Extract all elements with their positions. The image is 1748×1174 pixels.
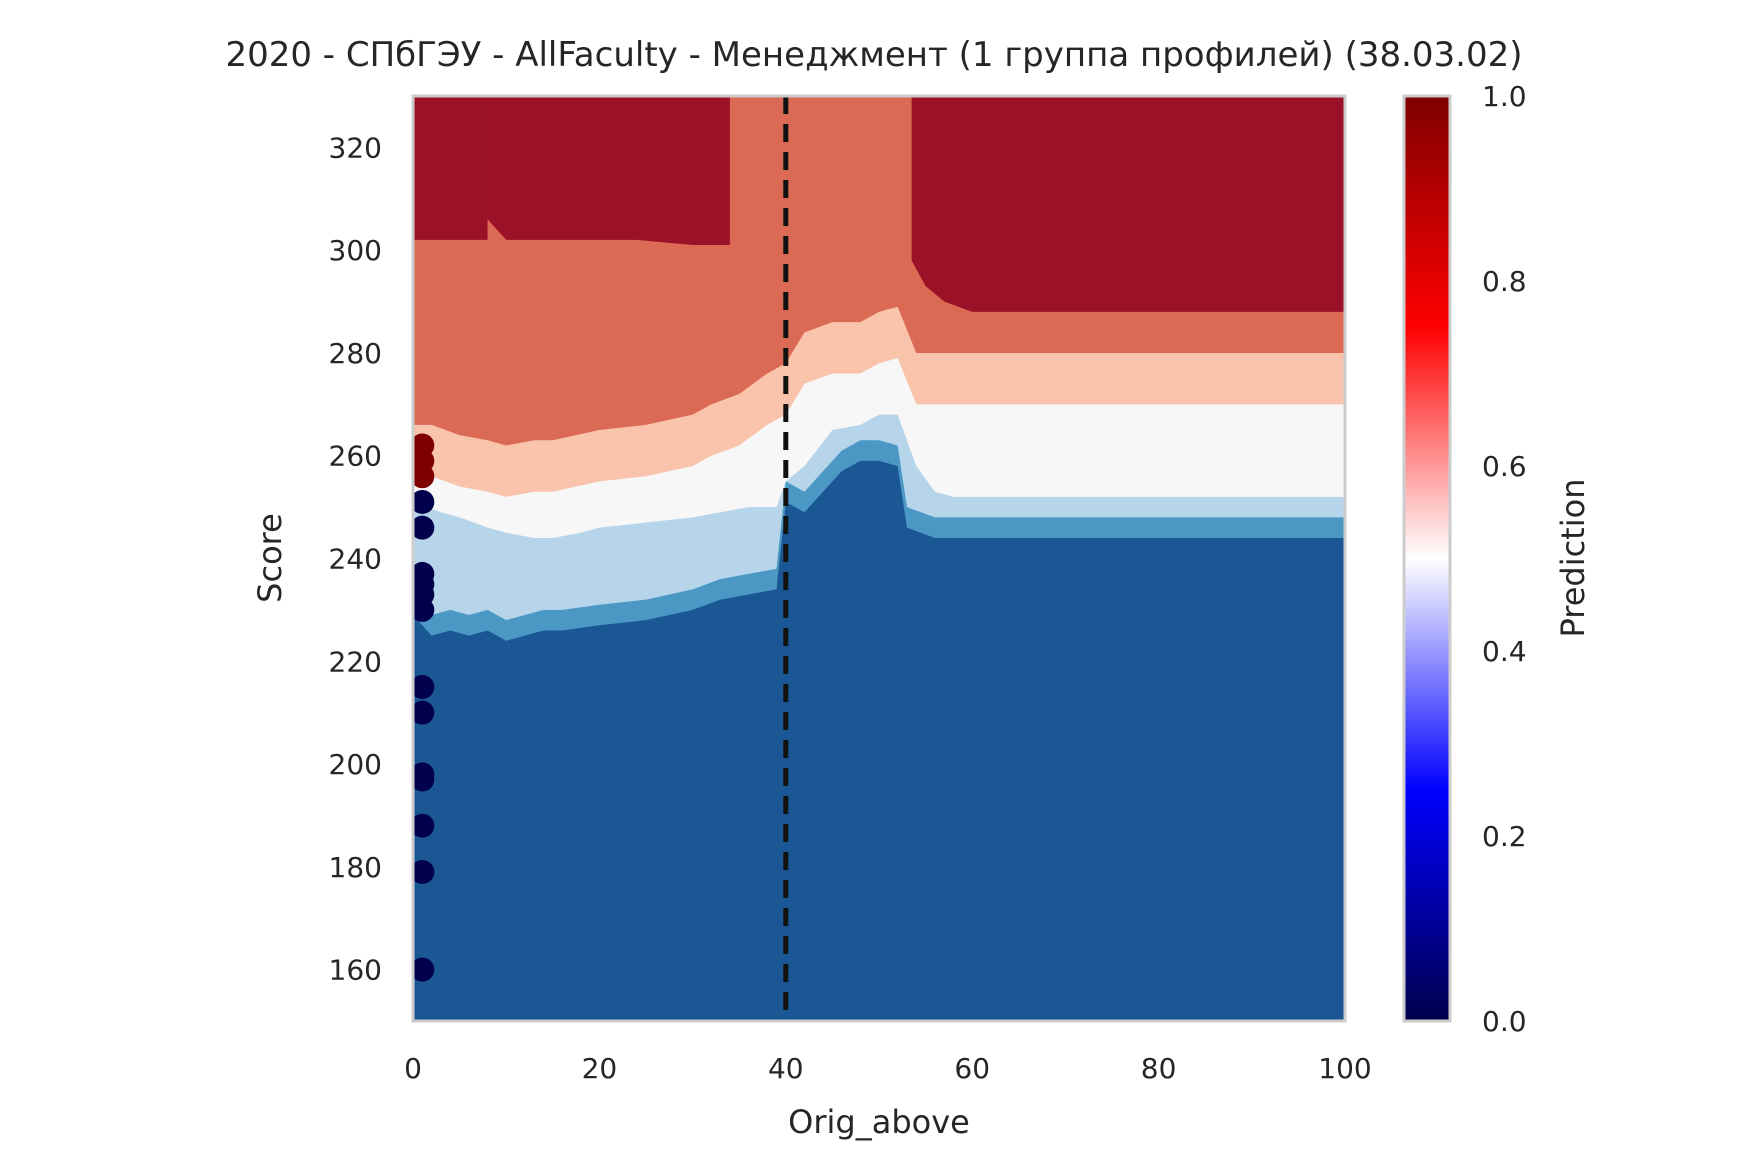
y-tick-label: 160 [329,954,382,987]
plot-frame [411,94,1347,1023]
scatter-point [413,859,435,884]
x-tick-label: 20 [582,1052,618,1085]
x-tick-label: 60 [954,1052,990,1085]
scatter-point [413,813,435,838]
x-tick-label: 80 [1141,1052,1177,1085]
colorbar-label: Prediction [1554,479,1592,638]
y-tick-labels: 160 180 200 220 240 260 280 300 320 [329,131,382,986]
colorbar-tick-label: 0.2 [1482,820,1527,853]
x-tick-label: 40 [768,1052,804,1085]
y-axis-label: Score [251,513,289,603]
contour-region-dark-blue [413,460,1345,1021]
scatter-point [413,464,435,489]
chart-title: 2020 - СПбГЭУ - AllFaculty - Менеджмент … [225,35,1522,75]
x-axis-label: Orig_above [788,1103,970,1141]
y-tick-label: 280 [329,337,382,370]
y-tick-label: 180 [329,851,382,884]
plot-area [413,96,1345,1021]
scatter-point [413,674,435,699]
scatter-point [413,957,435,982]
scatter-point [413,700,435,725]
colorbar-tick-label: 0.6 [1482,450,1527,483]
y-tick-label: 320 [329,131,382,164]
x-tick-label: 0 [404,1052,422,1085]
colorbar-tick-label: 0.8 [1482,265,1527,298]
contour-region-top-1 [487,96,730,246]
y-tick-label: 240 [329,543,382,576]
scatter-point [413,489,435,514]
scatter-point [413,767,435,792]
contour-region-top-2 [911,96,1345,312]
y-tick-label: 220 [329,645,382,678]
colorbar [1402,94,1452,1023]
y-tick-label: 300 [329,234,382,267]
y-tick-label: 260 [329,440,382,473]
contour-region-top-0 [413,96,488,240]
y-tick-label: 200 [329,748,382,781]
scatter-point [413,597,435,622]
x-tick-labels: 0 20 40 60 80 100 [404,1052,1372,1085]
colorbar-tick-labels: 0.0 0.2 0.4 0.6 0.8 1.0 [1482,80,1527,1038]
scatter-point [413,515,435,540]
x-tick-label: 100 [1318,1052,1371,1085]
colorbar-tick-label: 0.4 [1482,635,1527,668]
colorbar-tick-label: 1.0 [1482,80,1527,113]
colorbar-tick-label: 0.0 [1482,1005,1527,1038]
